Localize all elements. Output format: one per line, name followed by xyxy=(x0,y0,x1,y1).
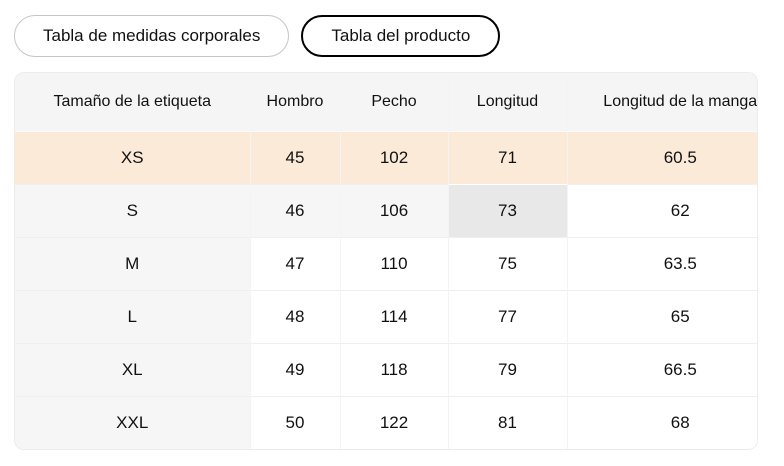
cell-l-chest[interactable]: 114 xyxy=(340,290,449,344)
cell-xl-sleeve[interactable]: 66.5 xyxy=(567,343,757,397)
cell-xl-shoulder[interactable]: 49 xyxy=(250,343,341,397)
row-label-xxl[interactable]: XXL xyxy=(15,396,251,449)
cell-xxl-shoulder[interactable]: 50 xyxy=(250,396,341,449)
cell-xl-chest[interactable]: 118 xyxy=(340,343,449,397)
size-table-card[interactable]: Tamaño de la etiqueta Hombro Pecho Longi… xyxy=(14,72,758,450)
table-row-xs[interactable]: XS 45 102 71 60.5 xyxy=(15,131,757,185)
row-label-s[interactable]: S xyxy=(15,184,251,238)
column-header-length: Longitud xyxy=(448,73,568,132)
tab-product-measurements[interactable]: Tabla del producto xyxy=(301,15,501,57)
cell-xs-length[interactable]: 71 xyxy=(448,131,568,185)
cell-l-sleeve[interactable]: 65 xyxy=(567,290,757,344)
cell-s-shoulder[interactable]: 46 xyxy=(250,184,341,238)
row-label-xs[interactable]: XS xyxy=(15,131,251,185)
row-label-l[interactable]: L xyxy=(15,290,251,344)
cell-m-sleeve[interactable]: 63.5 xyxy=(567,237,757,291)
header-row: Tamaño de la etiqueta Hombro Pecho Longi… xyxy=(15,73,757,132)
size-table: Tamaño de la etiqueta Hombro Pecho Longi… xyxy=(15,73,757,449)
column-header-sleeve-length: Longitud de la manga xyxy=(567,73,757,132)
cell-s-chest[interactable]: 106 xyxy=(340,184,449,238)
table-row-l[interactable]: L 48 114 77 65 xyxy=(15,290,757,344)
column-header-size: Tamaño de la etiqueta xyxy=(15,73,251,132)
cell-xl-length[interactable]: 79 xyxy=(448,343,568,397)
size-chart-tabs: Tabla de medidas corporales Tabla del pr… xyxy=(0,0,784,57)
cell-m-length[interactable]: 75 xyxy=(448,237,568,291)
cell-xxl-chest[interactable]: 122 xyxy=(340,396,449,449)
cell-xxl-sleeve[interactable]: 68 xyxy=(567,396,757,449)
cell-m-chest[interactable]: 110 xyxy=(340,237,449,291)
cell-xs-shoulder[interactable]: 45 xyxy=(250,131,341,185)
table-row-s[interactable]: S 46 106 73 62 xyxy=(15,184,757,238)
cell-l-length[interactable]: 77 xyxy=(448,290,568,344)
row-label-xl[interactable]: XL xyxy=(15,343,251,397)
table-row-m[interactable]: M 47 110 75 63.5 xyxy=(15,237,757,291)
table-row-xl[interactable]: XL 49 118 79 66.5 xyxy=(15,343,757,397)
cell-xs-sleeve[interactable]: 60.5 xyxy=(567,131,757,185)
cell-s-length[interactable]: 73 xyxy=(448,184,568,238)
cell-xxl-length[interactable]: 81 xyxy=(448,396,568,449)
row-label-m[interactable]: M xyxy=(15,237,251,291)
cell-s-sleeve[interactable]: 62 xyxy=(567,184,757,238)
cell-m-shoulder[interactable]: 47 xyxy=(250,237,341,291)
table-row-xxl[interactable]: XXL 50 122 81 68 xyxy=(15,396,757,449)
tab-body-measurements[interactable]: Tabla de medidas corporales xyxy=(14,15,290,57)
column-header-chest: Pecho xyxy=(340,73,449,132)
column-header-shoulder: Hombro xyxy=(250,73,341,132)
cell-l-shoulder[interactable]: 48 xyxy=(250,290,341,344)
cell-xs-chest[interactable]: 102 xyxy=(340,131,449,185)
